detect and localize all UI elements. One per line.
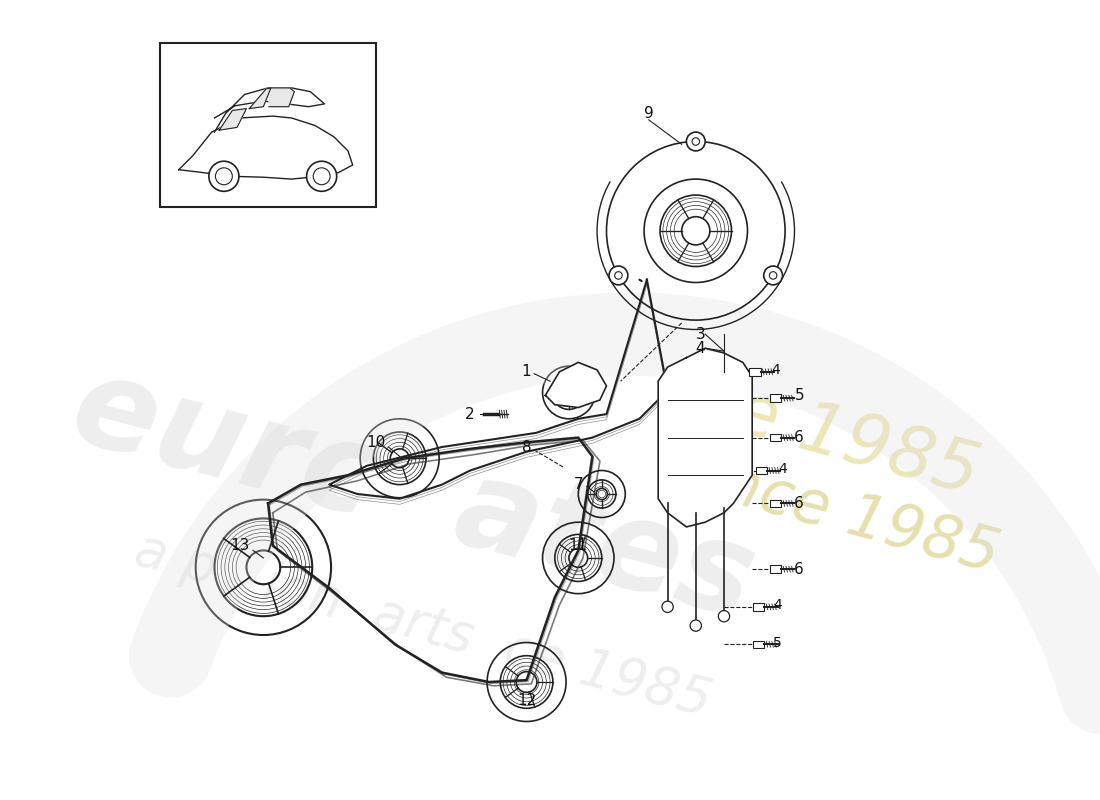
FancyArrowPatch shape (639, 280, 641, 281)
Polygon shape (546, 362, 606, 407)
Text: 5: 5 (794, 388, 804, 402)
Circle shape (763, 266, 782, 285)
Circle shape (307, 162, 337, 191)
Polygon shape (270, 88, 295, 106)
Bar (770, 394, 781, 402)
Text: 2: 2 (465, 406, 475, 422)
Text: 6: 6 (794, 496, 804, 511)
Polygon shape (250, 88, 271, 109)
Text: 13: 13 (230, 538, 250, 554)
Text: 10: 10 (366, 435, 386, 450)
Text: eurc  ates: eurc ates (60, 345, 768, 643)
Circle shape (718, 610, 729, 622)
Text: 9: 9 (644, 106, 653, 121)
Circle shape (209, 162, 239, 191)
Bar (770, 566, 781, 573)
Text: 6: 6 (794, 430, 804, 445)
Text: 3: 3 (695, 326, 705, 342)
Text: 5: 5 (773, 635, 782, 650)
Bar (770, 434, 781, 442)
Text: 4: 4 (695, 341, 705, 356)
Bar (756, 466, 767, 474)
Polygon shape (214, 88, 324, 132)
Circle shape (609, 266, 628, 285)
Text: 12: 12 (517, 694, 536, 708)
Text: ce 1985: ce 1985 (688, 366, 987, 509)
Bar (749, 368, 760, 375)
Polygon shape (219, 109, 246, 130)
Text: since 1985: since 1985 (668, 441, 1005, 585)
Circle shape (662, 601, 673, 613)
Bar (754, 641, 764, 648)
Text: 8: 8 (521, 439, 531, 454)
Text: 1: 1 (521, 364, 531, 379)
Text: 4: 4 (771, 363, 780, 377)
Text: 7: 7 (573, 477, 583, 492)
Bar (754, 603, 764, 610)
Bar (160, 42, 376, 207)
Text: 11: 11 (569, 538, 587, 554)
Circle shape (686, 132, 705, 151)
Text: 4: 4 (773, 598, 782, 612)
Bar (770, 500, 781, 507)
Circle shape (690, 620, 702, 631)
Text: 4: 4 (778, 462, 786, 476)
Text: a p   ion  arts  ce 1985: a p ion arts ce 1985 (130, 523, 717, 728)
Polygon shape (658, 348, 752, 527)
Text: 6: 6 (794, 562, 804, 577)
Polygon shape (179, 116, 353, 179)
